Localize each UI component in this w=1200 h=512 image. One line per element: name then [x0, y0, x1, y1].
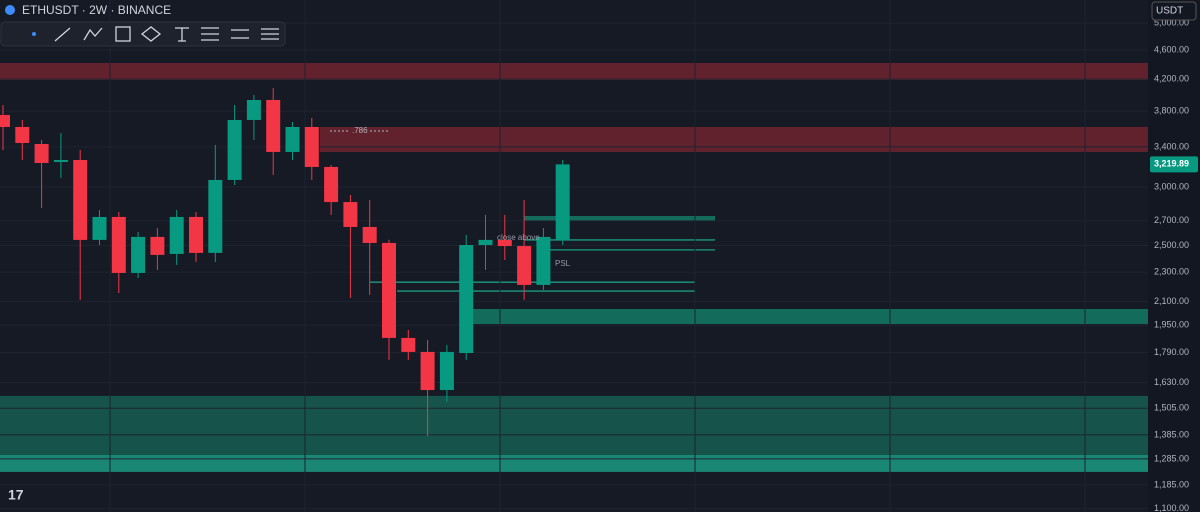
y-tick-label: 3,800.00 [1154, 106, 1189, 116]
candle-body [189, 216, 203, 253]
price-axis [1148, 0, 1200, 512]
candle-body [343, 202, 358, 227]
candle-body [401, 337, 416, 352]
drawing-toolbar [0, 21, 286, 47]
y-tick-label: 1,285.00 [1154, 453, 1189, 463]
candle-body [459, 245, 474, 354]
last-price-tag [1150, 156, 1198, 173]
path-tool[interactable] [83, 27, 103, 41]
candle-body [555, 164, 570, 240]
annotation: .786 [352, 126, 368, 135]
position-tool[interactable] [261, 28, 279, 40]
symbol-title[interactable]: ETHUSDT · 2W · BINANCE [22, 3, 171, 17]
candle-body [478, 239, 493, 246]
candle-body [536, 236, 551, 285]
text-tool[interactable] [175, 27, 189, 42]
candle-body [92, 216, 107, 240]
candle-body [246, 99, 261, 120]
annotation: close above [497, 233, 540, 242]
candle-body [208, 179, 223, 253]
candle-body [420, 351, 435, 391]
currency-button[interactable] [1151, 1, 1197, 21]
y-tick-label: 3,000.00 [1154, 181, 1189, 191]
candle-body [15, 126, 30, 143]
zone [0, 63, 1148, 81]
dot-tool[interactable] [32, 32, 36, 36]
candle-body [73, 160, 88, 240]
candle-body [169, 216, 184, 254]
candle-body [285, 126, 300, 152]
candle-body [131, 236, 146, 273]
y-tick-label: 2,700.00 [1154, 215, 1189, 225]
y-tick-label: 1,185.00 [1154, 479, 1189, 489]
tv-logo: 17 [8, 487, 24, 503]
y-tick-label: 5,000.00 [1154, 18, 1189, 28]
ellipse-tool[interactable] [140, 26, 162, 42]
candle-body [111, 216, 126, 273]
candle-body [227, 119, 242, 180]
zone [524, 216, 715, 221]
fib-tool[interactable] [201, 27, 219, 41]
candle-body [150, 236, 165, 255]
candle-body [382, 242, 396, 338]
y-tick-label: 1,505.00 [1154, 403, 1189, 413]
y-tick-label: 2,100.00 [1154, 296, 1189, 306]
candle-body [362, 226, 377, 243]
y-tick-label: 1,385.00 [1154, 429, 1189, 439]
annotation: PSL [555, 259, 571, 268]
candle-body [0, 114, 10, 127]
candle-body [324, 166, 339, 203]
candle-body [34, 144, 49, 163]
candle-body [497, 239, 512, 247]
candle-body [266, 99, 281, 152]
currency-label[interactable]: USDT [1156, 6, 1183, 17]
zone [0, 454, 1148, 472]
candle-body [304, 126, 319, 167]
y-tick-label: 2,500.00 [1154, 240, 1189, 250]
y-tick-label: 1,790.00 [1154, 347, 1189, 357]
candle-body [53, 160, 68, 162]
zone [320, 126, 1148, 152]
line-tool[interactable] [54, 27, 71, 42]
y-tick-label: 1,100.00 [1154, 503, 1189, 512]
candle-body [439, 351, 454, 391]
y-tick-label: 1,630.00 [1154, 377, 1189, 387]
y-tick-label: 4,200.00 [1154, 74, 1189, 84]
last-price-label: 3,219.89 [1154, 159, 1189, 169]
rect-tool[interactable] [115, 26, 131, 42]
symbol-icon [5, 5, 15, 15]
candle-body [517, 246, 532, 285]
range-tool[interactable] [231, 29, 249, 39]
zone [0, 395, 1148, 455]
zone [472, 308, 1148, 325]
y-tick-label: 4,600.00 [1154, 44, 1189, 54]
y-tick-label: 2,300.00 [1154, 267, 1189, 277]
y-tick-label: 3,400.00 [1154, 141, 1189, 151]
y-tick-label: 1,950.00 [1154, 320, 1189, 330]
